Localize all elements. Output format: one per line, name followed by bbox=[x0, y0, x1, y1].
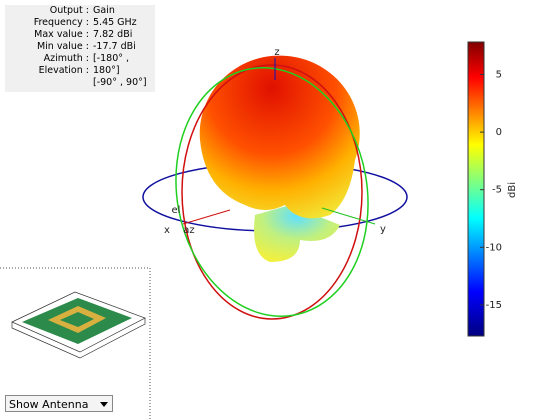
info-key: Output bbox=[5, 5, 89, 17]
axis-label: el bbox=[172, 205, 181, 216]
y-axis bbox=[321, 207, 376, 225]
colorbar-tick-label: 5 bbox=[496, 69, 502, 80]
colorbar-tick-label: -5 bbox=[492, 185, 502, 196]
info-panel: Output Gain Frequency 5.45 GHz Max value 7.82… bbox=[5, 5, 155, 92]
axis-label: z bbox=[274, 47, 279, 58]
info-value: 180°] bbox=[93, 65, 120, 76]
axis-label: az bbox=[183, 225, 194, 236]
info-value: 7.82 dBi bbox=[93, 29, 133, 40]
info-row: Output Gain bbox=[5, 5, 155, 17]
info-row: Azimuth [-180° , bbox=[5, 53, 155, 65]
colorbar-tick-label: -15 bbox=[486, 300, 502, 311]
colorbar-tick-label: 0 bbox=[496, 127, 502, 138]
pattern-lobe bbox=[254, 205, 340, 262]
dropdown-text: Show Antenna bbox=[9, 398, 89, 411]
info-row: Max value 7.82 dBi bbox=[5, 29, 155, 41]
antenna-preview bbox=[0, 267, 151, 420]
info-row: [-90° , 90°] bbox=[5, 77, 155, 89]
info-key: Max value bbox=[5, 29, 89, 41]
dropdown-arrow bbox=[100, 402, 108, 407]
info-value: Gain bbox=[93, 5, 115, 16]
info-row: Elevation 180°] bbox=[5, 65, 155, 77]
elevation-ring bbox=[181, 64, 363, 320]
info-value: -17.7 dBi bbox=[93, 41, 136, 52]
colorbar-tick-label: -10 bbox=[486, 242, 502, 253]
x-axis bbox=[182, 209, 231, 225]
info-row: Frequency 5.45 GHz bbox=[5, 17, 155, 29]
colorbar bbox=[467, 41, 485, 337]
axis-label: x bbox=[164, 225, 170, 236]
info-value: 5.45 GHz bbox=[93, 17, 137, 28]
pattern-main bbox=[199, 55, 360, 219]
info-row: Min value -17.7 dBi bbox=[5, 41, 155, 53]
info-value: [-180° , bbox=[93, 53, 130, 64]
info-key: Frequency bbox=[5, 17, 89, 29]
colorbar-label: dBi bbox=[507, 182, 518, 198]
info-key: Elevation bbox=[5, 65, 89, 77]
info-value: [-90° , 90°] bbox=[93, 77, 147, 88]
pattern bbox=[142, 55, 408, 320]
info-key: Azimuth bbox=[5, 53, 89, 65]
elevation-ring bbox=[175, 67, 369, 317]
dropdown[interactable]: Show Antenna bbox=[5, 395, 113, 412]
axis-label: y bbox=[380, 224, 386, 235]
info-key: Min value bbox=[5, 41, 89, 53]
